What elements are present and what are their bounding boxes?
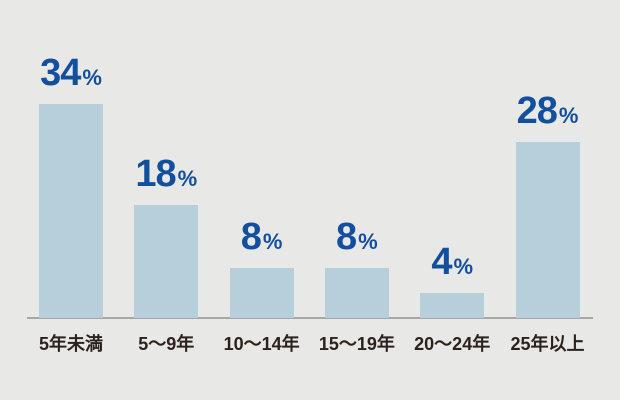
category-label: 5〜9年 xyxy=(138,334,195,354)
bar xyxy=(515,141,580,318)
percent-sign: % xyxy=(358,228,378,254)
value-label: 28% xyxy=(517,92,579,130)
category-label: 5年未満 xyxy=(38,334,104,354)
percent-sign: % xyxy=(558,102,579,128)
bar xyxy=(420,292,485,318)
category-label: 15〜19年 xyxy=(318,334,395,354)
value-label: 4% xyxy=(431,243,473,281)
value-number: 8 xyxy=(240,215,262,258)
value-number: 28 xyxy=(516,89,558,132)
bar xyxy=(39,103,103,318)
x-axis-line xyxy=(27,317,593,319)
value-label: 8% xyxy=(336,218,378,256)
value-label: 8% xyxy=(241,218,283,256)
value-number: 34 xyxy=(40,51,81,94)
bar xyxy=(324,267,389,318)
bar xyxy=(134,204,199,318)
value-number: 4 xyxy=(431,240,452,283)
bar xyxy=(229,267,294,318)
value-label: 18% xyxy=(135,155,197,193)
category-label: 20〜24年 xyxy=(414,334,491,354)
percent-sign: % xyxy=(82,64,102,90)
value-label: 34% xyxy=(40,54,102,92)
value-number: 8 xyxy=(336,215,357,258)
percent-sign: % xyxy=(177,165,198,191)
category-label: 25年以上 xyxy=(510,334,585,354)
percent-sign: % xyxy=(262,228,283,254)
category-label: 10〜14年 xyxy=(223,334,300,354)
value-number: 18 xyxy=(135,152,176,195)
percent-sign: % xyxy=(453,253,474,279)
